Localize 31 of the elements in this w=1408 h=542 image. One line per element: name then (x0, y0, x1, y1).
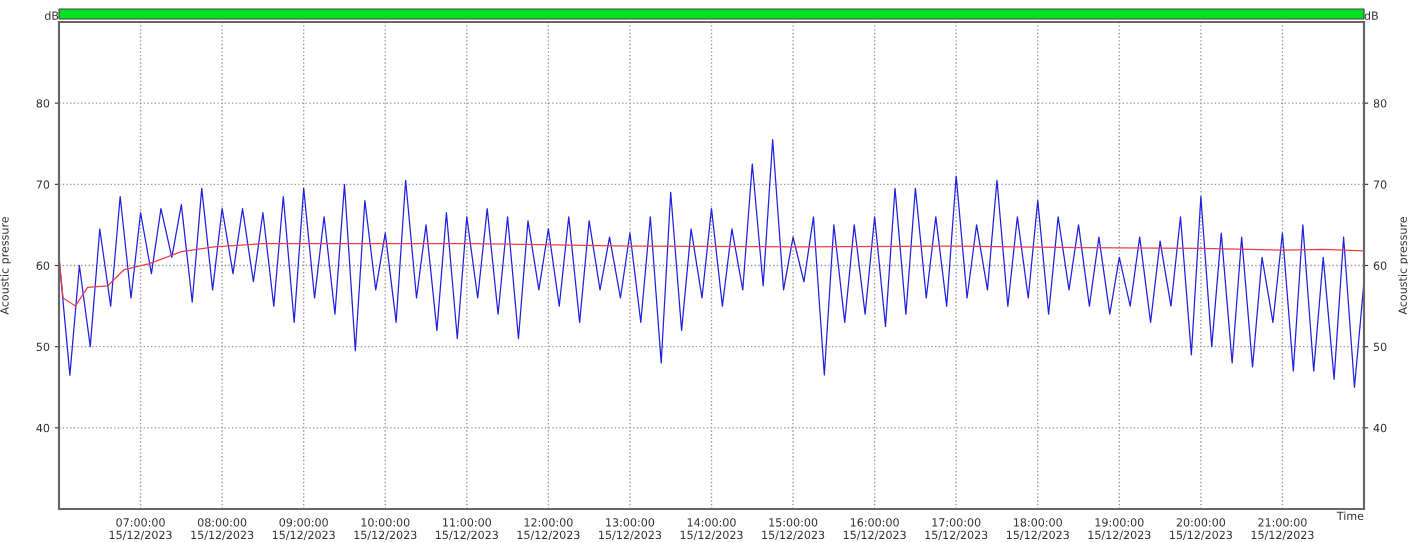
y-axis-title: Acoustic pressure (0, 216, 11, 315)
y2-tick-label: 50 (1373, 342, 1387, 352)
x-tick-label: 10:00:00 15/12/2023 (354, 518, 417, 540)
y-tick-label: 80 (36, 99, 50, 108)
line-series (59, 242, 1364, 307)
x-tick-label: 07:00:00 15/12/2023 (109, 518, 172, 540)
x-tick-label: 14:00:00 15/12/2023 (680, 518, 743, 540)
x-tick-label: 15:00:00 15/12/2023 (762, 518, 825, 540)
x-tick-label: 09:00:00 15/12/2023 (272, 518, 335, 540)
x-tick-label: 19:00:00 15/12/2023 (1088, 518, 1151, 540)
x-tick-label: 12:00:00 15/12/2023 (517, 518, 580, 540)
y2-tick-label: 70 (1373, 180, 1387, 189)
y-tick-label: 70 (36, 180, 50, 189)
y-tick-label: 60 (36, 261, 50, 270)
y-tick-label: 40 (36, 423, 50, 433)
line-series (59, 139, 1364, 388)
x-tick-label: 16:00:00 15/12/2023 (843, 518, 906, 540)
x-tick-label: 20:00:00 15/12/2023 (1170, 518, 1232, 540)
x-tick-label: 17:00:00 15/12/2023 (925, 518, 988, 540)
text: dB (1364, 11, 1378, 20)
x-tick-label: 18:00:00 15/12/2023 (1006, 518, 1069, 540)
x-tick-label: 21:00:00 15/12/2023 (1251, 518, 1314, 540)
x-tick-label: 13:00:00 15/12/2023 (599, 518, 662, 540)
y2-tick-label: 80 (1373, 99, 1387, 108)
y2-tick-label: 60 (1373, 261, 1387, 270)
y2-tick-label: 40 (1373, 423, 1387, 433)
x-tick-label: 11:00:00 15/12/2023 (436, 518, 498, 540)
text: dB (44, 11, 59, 20)
y-tick-label: 50 (36, 342, 50, 352)
x-axis-title: Time (1336, 511, 1364, 521)
x-tick-label: 08:00:00 15/12/2023 (191, 518, 254, 540)
